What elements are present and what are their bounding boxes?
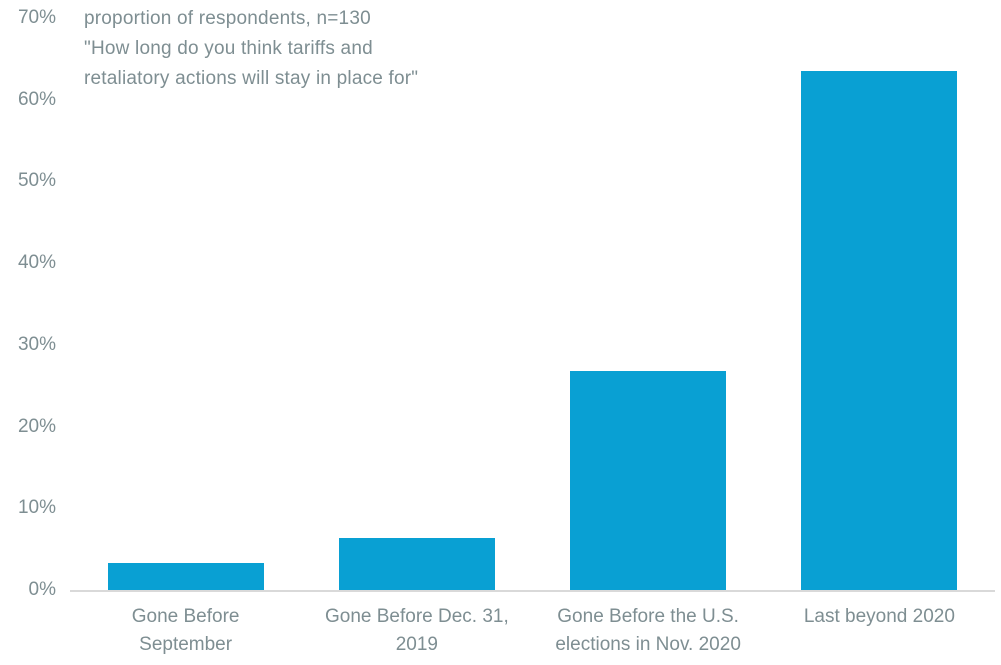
chart-subtitle-line-1: "How long do you think tariffs and xyxy=(84,38,373,59)
x-category-label-line: Gone Before the U.S. xyxy=(557,606,739,627)
chart-title-block: proportion of respondents, n=130 "How lo… xyxy=(84,4,418,94)
x-category-label: Gone Before Dec. 31, 2019 xyxy=(301,603,532,659)
y-tick-label: 10% xyxy=(17,497,56,519)
bar xyxy=(570,371,727,590)
x-category-label-line: Last beyond 2020 xyxy=(803,606,955,627)
chart-title: proportion of respondents, n=130 xyxy=(84,8,371,29)
plot-area xyxy=(70,18,995,590)
x-axis-labels: Gone Before September Gone Before Dec. 31,… xyxy=(70,603,995,659)
y-tick-label: 40% xyxy=(17,252,56,274)
y-tick-label: 50% xyxy=(17,170,56,192)
bar xyxy=(338,537,495,590)
x-axis-line xyxy=(70,590,995,592)
x-category-label: Last beyond 2020 xyxy=(764,603,995,659)
y-tick-label: 20% xyxy=(17,415,56,437)
x-category-label-line: elections in Nov. 2020 xyxy=(555,634,741,655)
x-category-label-line: 2019 xyxy=(395,634,439,655)
y-tick-label: 0% xyxy=(28,579,56,600)
bar xyxy=(801,71,958,590)
bar xyxy=(107,563,264,590)
y-tick-label: 30% xyxy=(17,333,56,355)
y-tick-label: 70% xyxy=(17,7,56,28)
x-category-label-line: Gone Before Dec. 31, xyxy=(324,606,509,627)
x-category-label-line: September xyxy=(139,634,233,655)
y-tick-label: 60% xyxy=(17,88,56,110)
x-category-label-line: Gone Before xyxy=(131,606,240,627)
x-category-label: Gone Before September xyxy=(70,603,301,659)
x-category-label: Gone Before the U.S. elections in Nov. 20… xyxy=(533,603,764,659)
y-axis: 0% 10% 20% 30% 40% 50% 60% 70% xyxy=(0,0,56,665)
chart-subtitle-line-2: retaliatory actions will stay in place f… xyxy=(84,68,419,89)
